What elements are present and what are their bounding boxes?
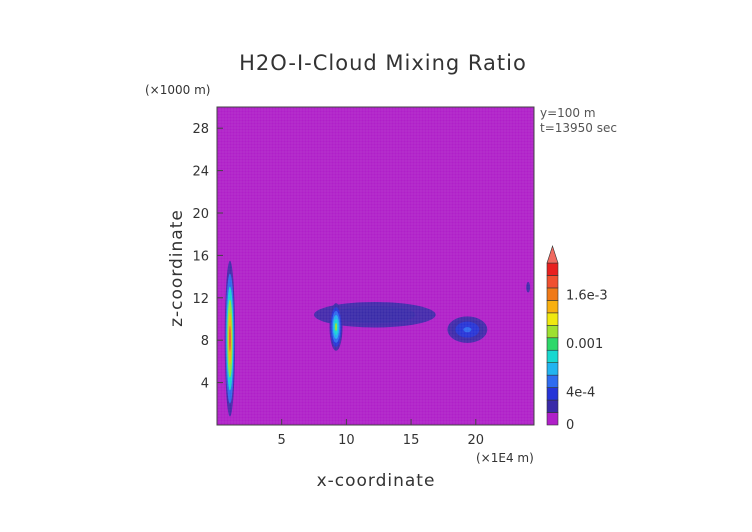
colorbar-swatch xyxy=(546,275,559,289)
chart-title: H2O-I-Cloud Mixing Ratio xyxy=(239,51,527,75)
colorbar-swatch xyxy=(546,374,559,388)
y-tick-label: 4 xyxy=(201,377,209,392)
x-tick-label: 10 xyxy=(338,433,355,448)
x-axis-label: x-coordinate xyxy=(317,471,436,491)
colorbar-swatch xyxy=(546,387,559,401)
cloud-region-0 xyxy=(229,325,231,352)
colorbar-swatch xyxy=(546,399,559,413)
plot-frame xyxy=(216,106,535,426)
colorbar-tick-label: 1.6e-3 xyxy=(566,288,608,303)
y-tick-label: 28 xyxy=(192,122,209,137)
y-axis-label: z-coordinate xyxy=(167,209,187,327)
y-axis-ticks: 4 8 12 16 20 24 28 xyxy=(192,122,223,392)
colorbar-tick-label: 4e-4 xyxy=(566,386,595,401)
colorbar-extend-arrow xyxy=(546,245,559,264)
y-tick-label: 24 xyxy=(192,165,209,180)
y-tick-label: 20 xyxy=(192,207,209,222)
colorbar-swatch xyxy=(546,262,559,276)
cloud-region-1 xyxy=(354,310,396,320)
annotation-y-position: y=100 m xyxy=(540,106,596,120)
cloud-region-3 xyxy=(463,326,472,333)
colorbar-swatch xyxy=(546,337,559,351)
y-tick-label: 12 xyxy=(192,292,209,307)
x-axis-unit: (×1E4 m) xyxy=(476,451,534,465)
heatmap-gridlines xyxy=(217,107,534,425)
x-axis-ticks: 5 10 15 20 xyxy=(278,419,484,448)
y-tick-label: 16 xyxy=(192,249,209,264)
colorbar-swatch xyxy=(546,287,559,301)
heatmap-field xyxy=(217,107,534,425)
colorbar-swatch xyxy=(546,325,559,339)
annotation-time: t=13950 sec xyxy=(540,121,617,135)
x-tick-label: 5 xyxy=(278,433,286,448)
x-tick-label: 15 xyxy=(403,433,420,448)
colorbar: 0 4e-4 0.001 1.6e-3 xyxy=(546,245,608,433)
cloud-region-2 xyxy=(334,322,338,331)
y-axis-unit: (×1000 m) xyxy=(145,83,210,97)
colorbar-swatch xyxy=(546,300,559,314)
colorbar-swatch xyxy=(546,362,559,376)
heatmap-background xyxy=(217,107,534,425)
colorbar-tick-label: 0 xyxy=(566,418,574,433)
y-tick-label: 8 xyxy=(201,334,209,349)
x-tick-label: 20 xyxy=(468,433,485,448)
colorbar-tick-label: 0.001 xyxy=(566,337,603,352)
colorbar-swatch xyxy=(546,412,559,426)
colorbar-swatch xyxy=(546,349,559,363)
colorbar-swatch xyxy=(546,312,559,326)
cloud-region-4 xyxy=(527,284,530,290)
